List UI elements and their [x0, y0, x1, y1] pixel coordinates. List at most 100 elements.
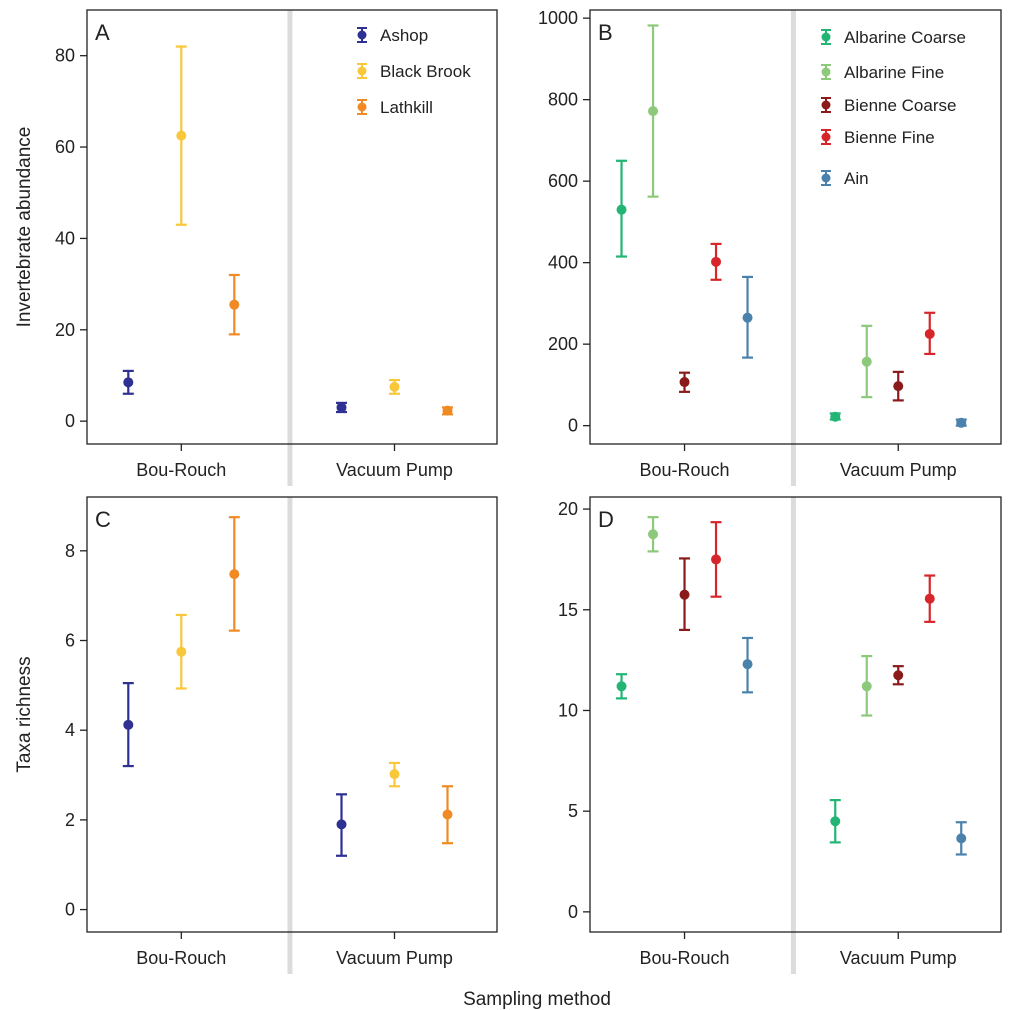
y-axis-title: Taxa richness	[14, 656, 35, 772]
mean-point	[742, 312, 753, 323]
legend-swatch-point	[357, 30, 367, 40]
plot-frame	[589, 496, 1002, 933]
data-point	[336, 401, 347, 414]
y-tick-label: 40	[55, 228, 75, 248]
data-point	[679, 557, 691, 632]
data-point	[924, 311, 936, 356]
mean-point	[711, 554, 722, 565]
y-tick-label: 2	[65, 810, 75, 830]
mean-point	[648, 529, 659, 540]
x-axis-title: Sampling method	[463, 989, 611, 1010]
y-tick-label: 600	[548, 171, 578, 191]
mean-point	[123, 377, 134, 388]
y-tick-label: 200	[548, 334, 578, 354]
data-point	[924, 574, 936, 623]
y-tick-label: 15	[558, 600, 578, 620]
data-point	[175, 45, 187, 226]
x-tick-label: Bou-Rouch	[639, 948, 729, 968]
legend-swatch-point	[821, 32, 831, 42]
y-tick-label: 5	[568, 801, 578, 821]
legend-item: Bienne Fine	[821, 128, 935, 147]
mean-point	[830, 816, 841, 827]
y-tick-label: 4	[65, 720, 75, 740]
data-point	[442, 405, 453, 416]
mean-point	[924, 593, 935, 604]
y-tick-label: 0	[568, 416, 578, 436]
x-tick-label: Bou-Rouch	[639, 460, 729, 480]
y-tick-label: 10	[558, 700, 578, 720]
panel-letter: D	[598, 507, 614, 532]
data-point	[742, 275, 754, 359]
mean-point	[336, 402, 347, 413]
data-point	[710, 521, 722, 598]
mean-point	[648, 106, 659, 117]
data-point	[829, 798, 841, 844]
mean-point	[893, 381, 904, 392]
mean-point	[956, 417, 967, 428]
panel-B: 0 200 400 600 800 1000 Bou-Rouch Vacuum Pump B Al…	[538, 8, 1002, 486]
y-tick-label: 0	[65, 411, 75, 431]
data-point	[122, 369, 134, 395]
mean-point	[389, 769, 400, 780]
legend-label: Bienne Fine	[844, 128, 935, 147]
mean-point	[176, 646, 187, 657]
y-tick-label: 20	[558, 499, 578, 519]
data-point	[228, 516, 240, 632]
y-tick-label: 20	[55, 320, 75, 340]
mean-point	[176, 130, 187, 141]
plot-frame	[86, 496, 498, 933]
legend-item: Bienne Coarse	[821, 96, 956, 115]
y-tick-label: 400	[548, 253, 578, 273]
data-point	[861, 654, 873, 717]
x-tick-label: Vacuum Pump	[336, 460, 453, 480]
mean-point	[861, 356, 872, 367]
plot-frame	[589, 9, 1002, 445]
legend-swatch-point	[821, 173, 831, 183]
panel-letter: A	[95, 20, 110, 45]
data-point	[955, 417, 967, 428]
data-point	[336, 793, 347, 857]
legend-item: Black Brook	[357, 62, 471, 81]
x-tick-label: Bou-Rouch	[136, 460, 226, 480]
mean-point	[924, 328, 935, 339]
legend-item: Lathkill	[357, 98, 433, 117]
legend-swatch-point	[821, 132, 831, 142]
panel-letter: C	[95, 507, 111, 532]
legend-item: Albarine Fine	[821, 63, 944, 82]
data-point	[679, 371, 691, 393]
panel-letter: B	[598, 20, 613, 45]
data-point	[710, 242, 722, 281]
x-tick-label: Vacuum Pump	[336, 948, 453, 968]
data-point	[122, 682, 134, 768]
data-point	[829, 411, 841, 422]
panel-C: 0 2 4 6 8 Bou-Rouch Vacuum Pump C Taxa richness	[14, 496, 498, 974]
mean-point	[229, 299, 240, 310]
data-point	[647, 24, 659, 198]
mean-point	[123, 719, 134, 730]
legend-label: Ain	[844, 169, 869, 188]
y-tick-label: 60	[55, 137, 75, 157]
legend-item: Albarine Coarse	[821, 28, 966, 47]
legend-label: Black Brook	[380, 62, 471, 81]
mean-point	[679, 377, 690, 388]
data-point	[616, 159, 628, 258]
x-tick-label: Vacuum Pump	[840, 460, 957, 480]
mean-point	[830, 411, 841, 422]
legend-swatch-point	[357, 66, 367, 76]
legend-label: Bienne Coarse	[844, 96, 956, 115]
legend-item: Ashop	[357, 26, 428, 45]
data-point	[389, 378, 400, 395]
legend: Ashop Black Brook Lathkill	[357, 26, 471, 117]
mean-point	[229, 569, 240, 580]
mean-point	[861, 681, 872, 692]
y-tick-label: 8	[65, 541, 75, 561]
mean-point	[616, 681, 627, 692]
data-point	[389, 761, 400, 788]
x-tick-label: Vacuum Pump	[840, 948, 957, 968]
mean-point	[742, 659, 753, 670]
legend-label: Albarine Coarse	[844, 28, 966, 47]
legend-label: Albarine Fine	[844, 63, 944, 82]
legend-swatch-point	[821, 100, 831, 110]
mean-point	[442, 809, 453, 820]
data-point	[647, 516, 659, 553]
